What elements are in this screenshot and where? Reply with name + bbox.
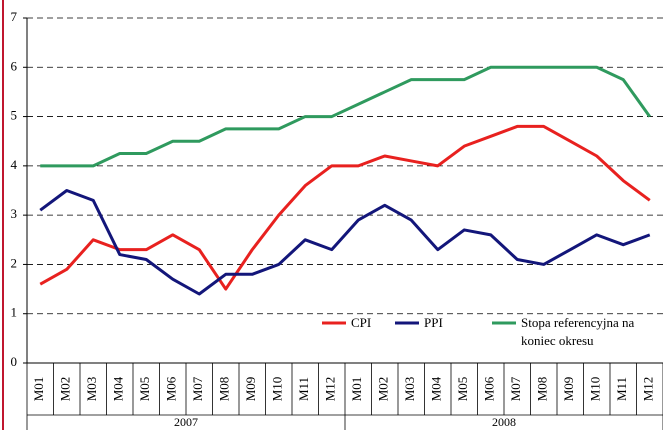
legend-label: CPI [351, 315, 372, 330]
x-tick-label: M08 [535, 377, 550, 402]
x-tick-label: M08 [217, 377, 232, 402]
x-tick-label: M03 [84, 377, 99, 402]
x-tick-label: M10 [588, 377, 603, 402]
x-tick-label: M12 [323, 377, 338, 402]
group-label: 2008 [492, 415, 516, 429]
y-tick-label: 0 [11, 354, 18, 369]
group-label: 2007 [174, 415, 198, 429]
x-tick-label: M06 [164, 376, 179, 401]
x-tick-label: M03 [402, 377, 417, 402]
x-tick-label: M04 [111, 376, 126, 401]
x-tick-label: M07 [508, 376, 523, 401]
x-tick-label: M02 [58, 377, 73, 402]
y-tick-label: 3 [11, 206, 18, 221]
y-tick-label: 2 [11, 255, 18, 270]
x-tick-label: M02 [376, 377, 391, 402]
series-line [40, 65, 651, 168]
x-tick-label: M06 [482, 376, 497, 401]
x-tick-label: M10 [270, 377, 285, 402]
series-line [39, 124, 651, 291]
x-tick-label: M01 [31, 377, 46, 402]
y-tick-label: 7 [11, 9, 18, 24]
y-tick-label: 1 [11, 305, 18, 320]
series-line [39, 189, 651, 296]
x-tick-label: M09 [243, 377, 258, 402]
x-tick-label: M12 [641, 377, 656, 402]
x-tick-label: M05 [137, 377, 152, 402]
y-tick-label: 6 [11, 58, 18, 73]
x-tick-label: M09 [561, 377, 576, 402]
y-tick-label: 5 [11, 108, 18, 123]
x-tick-label: M05 [455, 377, 470, 402]
x-tick-label: M04 [429, 376, 444, 401]
x-tick-label: M07 [190, 376, 205, 401]
y-tick-label: 4 [11, 157, 18, 172]
x-tick-label: M11 [296, 377, 311, 401]
x-tick-label: M01 [349, 377, 364, 402]
legend-label: PPI [424, 315, 443, 330]
legend-label: Stopa referencyjna na koniec okresu [521, 315, 635, 348]
x-tick-label: M11 [614, 377, 629, 401]
